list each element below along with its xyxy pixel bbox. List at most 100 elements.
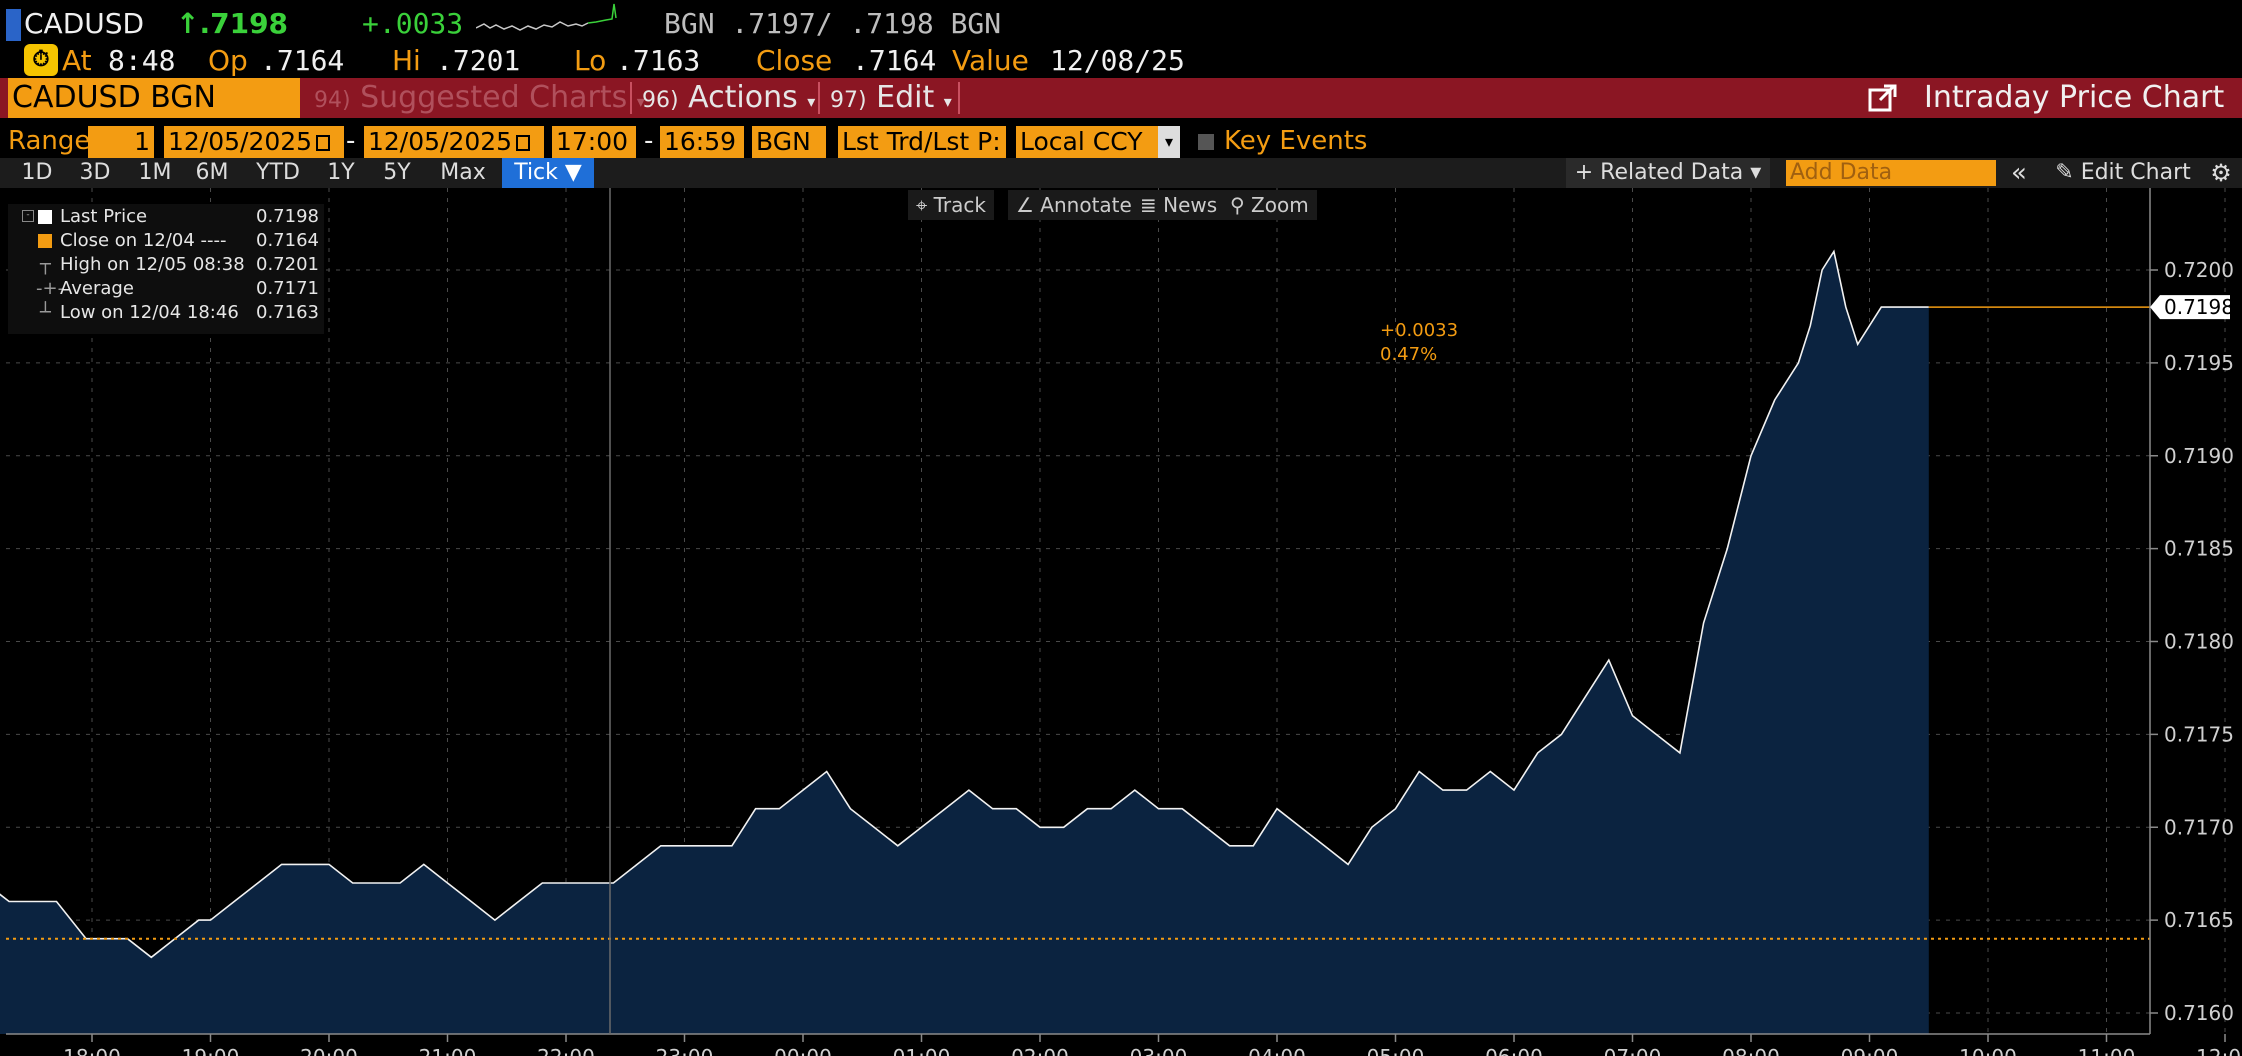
period-tick-selected[interactable]: Tick ▼ xyxy=(502,158,594,188)
x-tick-label: 10:00 xyxy=(1959,1045,2017,1056)
y-tick-label: 0.7180 xyxy=(2164,630,2234,654)
price-field-select[interactable]: Lst Trd/Lst P: xyxy=(838,126,1006,158)
y-axis: 0.7160 0.7165 0.7170 0.7175 0.7180 0.7185 0.71… xyxy=(2149,188,2234,1034)
news-tool[interactable]: ≣ News xyxy=(1132,190,1226,220)
menu-divider xyxy=(630,82,632,114)
x-tick-label: 09:00 xyxy=(1841,1045,1899,1056)
price-change: +.0033 xyxy=(362,7,464,40)
legend-collapse-icon[interactable]: - xyxy=(22,210,34,222)
page-title: Intraday Price Chart xyxy=(1924,80,2225,115)
legend-average-label: Average xyxy=(60,278,134,299)
at-label: At xyxy=(62,44,92,77)
x-tick-label: 01:00 xyxy=(893,1045,951,1056)
period-1y[interactable]: 1Y xyxy=(327,160,355,185)
legend-low-label: Low on 12/04 18:46 xyxy=(60,302,239,323)
x-tick-label: 12:00 xyxy=(2196,1045,2242,1056)
bid-ask-quote: BGN .7197/ .7198 BGN xyxy=(664,7,1002,40)
add-data-input[interactable]: Add Data xyxy=(1786,160,1996,186)
period-6m[interactable]: 6M xyxy=(195,160,229,185)
y-tick-label: 0.7160 xyxy=(2164,1001,2234,1025)
chevron-down-icon: ▾ xyxy=(943,92,952,111)
range-count-field[interactable]: 1 xyxy=(88,126,154,158)
chart-legend[interactable] xyxy=(8,204,324,334)
x-tick-label: 06:00 xyxy=(1485,1045,1543,1056)
period-3d[interactable]: 3D xyxy=(79,160,111,185)
edit-chart-button[interactable]: ✎ Edit Chart xyxy=(2044,158,2202,188)
legend-high-value: 0.7201 xyxy=(256,254,319,275)
period-1m[interactable]: 1M xyxy=(138,160,172,185)
x-tick-label: 11:00 xyxy=(2078,1045,2136,1056)
actions-label: Actions xyxy=(688,80,798,115)
menu-divider xyxy=(818,82,820,114)
x-tick-label: 03:00 xyxy=(1130,1045,1188,1056)
suggested-charts-number: 94) xyxy=(314,88,351,113)
start-time-field[interactable]: 17:00 xyxy=(552,126,636,158)
related-data-button[interactable]: + Related Data ▾ xyxy=(1566,158,1770,188)
y-tick-label: 0.7165 xyxy=(2164,908,2234,932)
y-tick-label: 0.7175 xyxy=(2164,722,2234,746)
actions-number: 96) xyxy=(642,88,679,113)
key-events-checkbox[interactable] xyxy=(1198,134,1214,150)
x-axis: 18:00 19:00 20:00 21:00 22:00 23:00 00:00 01:00… xyxy=(6,1033,2242,1056)
chevron-down-icon: ▾ xyxy=(807,92,816,111)
popout-icon[interactable] xyxy=(1868,84,1898,112)
crosshair-icon: ⌖ xyxy=(916,193,928,217)
menu-bar xyxy=(0,78,2242,118)
at-time: 8:48 xyxy=(108,44,176,77)
x-tick-label: 22:00 xyxy=(537,1045,595,1056)
start-date-field[interactable]: 12/05/2025 xyxy=(164,126,344,158)
period-5y[interactable]: 5Y xyxy=(383,160,411,185)
x-tick-label: 00:00 xyxy=(774,1045,832,1056)
zoom-tool[interactable]: ⚲ Zoom xyxy=(1222,190,1317,220)
end-time-field[interactable]: 16:59 xyxy=(660,126,744,158)
calendar-icon[interactable] xyxy=(316,135,331,151)
open-label: Op xyxy=(208,44,248,77)
x-tick-label: 02:00 xyxy=(1011,1045,1069,1056)
actions-menu[interactable]: 96) Actions ▾ xyxy=(642,78,815,118)
open-value: .7164 xyxy=(260,44,345,77)
value-date: 12/08/25 xyxy=(1050,44,1185,77)
source-field[interactable]: BGN xyxy=(752,126,826,158)
x-tick-label: 04:00 xyxy=(1248,1045,1306,1056)
security-tab[interactable]: CADUSD BGN Curncy xyxy=(8,78,300,155)
calendar-icon[interactable] xyxy=(516,135,531,151)
y-tick-label: 0.7185 xyxy=(2164,537,2234,561)
price-line xyxy=(0,249,1929,959)
last-price-tag: 0.7198 xyxy=(2150,295,2234,320)
high-marker-icon: ┬ xyxy=(40,254,51,275)
close-value: .7164 xyxy=(852,44,937,77)
high-label: Hi xyxy=(392,44,421,77)
x-tick-label: 20:00 xyxy=(300,1045,358,1056)
edit-menu[interactable]: 97) Edit ▾ xyxy=(830,78,952,118)
x-tick-label: 07:00 xyxy=(1604,1045,1662,1056)
change-annotation: +0.0033 xyxy=(1380,320,1458,341)
close-swatch xyxy=(38,234,52,248)
price-chart[interactable]: 0.7160 0.7165 0.7170 0.7175 0.7180 0.7185 0.71… xyxy=(0,188,2242,1056)
period-max[interactable]: Max xyxy=(440,160,486,185)
menu-divider xyxy=(958,82,960,114)
legend-close-value: 0.7164 xyxy=(256,230,319,251)
gear-icon[interactable]: ⚙ xyxy=(2210,159,2232,187)
period-1d[interactable]: 1D xyxy=(21,160,53,185)
end-date-field[interactable]: 12/05/2025 xyxy=(364,126,544,158)
legend-high-label: High on 12/05 08:38 xyxy=(60,254,245,275)
collapse-button[interactable]: « xyxy=(2011,158,2027,188)
suggested-charts-menu[interactable]: 94) Suggested Charts ▾ xyxy=(314,78,645,118)
high-value: .7201 xyxy=(436,44,521,77)
value-label: Value xyxy=(952,44,1029,77)
track-tool[interactable]: ⌖ Track xyxy=(908,190,994,220)
range-label: Range xyxy=(8,126,91,156)
legend-average-value: 0.7171 xyxy=(256,278,319,299)
end-date-value: 12/05/2025 xyxy=(368,127,513,156)
news-icon: ≣ xyxy=(1140,193,1157,217)
low-value: .7163 xyxy=(616,44,701,77)
alert-clock-icon[interactable]: ⏱ xyxy=(24,44,58,76)
currency-select[interactable]: Local CCY xyxy=(1016,126,1162,158)
track-label: Track xyxy=(933,193,986,217)
edit-chart-label: Edit Chart xyxy=(2080,160,2191,185)
period-ytd[interactable]: YTD xyxy=(256,160,300,185)
x-tick-label: 21:00 xyxy=(419,1045,477,1056)
chevron-down-icon[interactable]: ▾ xyxy=(1158,126,1180,158)
x-tick-label: 23:00 xyxy=(656,1045,714,1056)
annotate-tool[interactable]: ∠ Annotate xyxy=(1008,190,1140,220)
